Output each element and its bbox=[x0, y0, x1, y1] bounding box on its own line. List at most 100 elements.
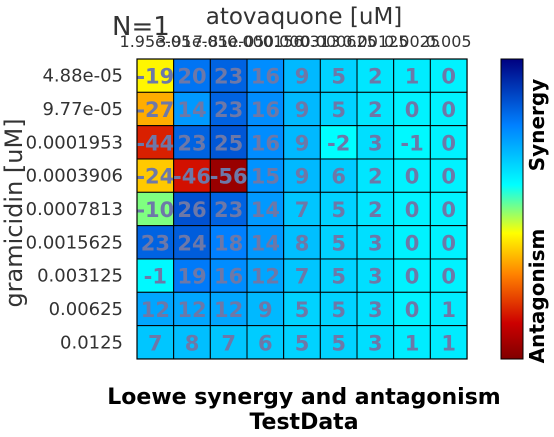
heatmap-cell bbox=[283, 291, 321, 327]
heatmap-cell-value: 24 bbox=[177, 231, 206, 255]
heatmap-cell bbox=[209, 291, 248, 327]
heatmap-cell-value: 0 bbox=[405, 231, 420, 255]
y-tick-label: 0.00625 bbox=[49, 299, 123, 320]
heatmap-cell-value: 0 bbox=[405, 298, 420, 322]
corner-label: N=1 bbox=[112, 12, 170, 42]
chart-title-line-1: Loewe synergy and antagonism bbox=[107, 385, 500, 410]
heatmap-cell bbox=[356, 125, 395, 160]
heatmap-cell-value: 5 bbox=[331, 98, 346, 122]
heatmap-cell-value: 14 bbox=[177, 98, 206, 122]
colorbar-top-label: Synergy bbox=[525, 79, 549, 171]
heatmap-cell-value: 6 bbox=[331, 165, 346, 189]
heatmap-cell bbox=[429, 225, 468, 260]
heatmap-cell bbox=[283, 125, 321, 160]
x-tick-label: 0.000625 bbox=[301, 32, 377, 51]
heatmap-cell-value: 23 bbox=[141, 231, 170, 255]
heatmap-cell-value: 0 bbox=[405, 198, 420, 222]
heatmap-cell-value: 3 bbox=[368, 331, 383, 355]
heatmap-cell-value: -24 bbox=[136, 165, 174, 189]
heatmap-cell-value: 14 bbox=[251, 198, 280, 222]
heatmap-cell-value: 8 bbox=[185, 331, 200, 355]
heatmap-cell-value: 5 bbox=[295, 298, 310, 322]
heatmap-cell-value: 23 bbox=[214, 98, 243, 122]
heatmap-cell-value: 5 bbox=[331, 331, 346, 355]
heatmap-cell bbox=[246, 191, 285, 227]
heatmap-cell-value: -19 bbox=[136, 65, 174, 89]
heatmap-cell-value: 9 bbox=[295, 131, 310, 155]
heatmap-cell bbox=[246, 158, 285, 193]
x-tick-label: 0.000313 bbox=[264, 32, 340, 51]
heatmap-cell-value: 3 bbox=[368, 131, 383, 155]
heatmap-cell-value: 16 bbox=[251, 98, 280, 122]
heatmap-cell bbox=[283, 258, 321, 293]
heatmap-cell-value: 20 bbox=[177, 65, 206, 89]
heatmap-cell-value: 2 bbox=[368, 98, 383, 122]
heatmap-cell-value: -44 bbox=[136, 131, 174, 155]
x-tick-label: 3.91e-05 bbox=[156, 32, 228, 51]
y-tick-labels: 4.88e-05 9.77e-05 0.0001953 0.0003906 0.0007… bbox=[26, 66, 123, 354]
y-tick-label: 0.003125 bbox=[37, 266, 123, 287]
heatmap-cell-value: 1 bbox=[441, 298, 456, 322]
chart-title-line-2: TestData bbox=[249, 410, 358, 435]
heatmap-cell-value: 15 bbox=[251, 165, 280, 189]
y-tick-label: 0.0125 bbox=[60, 332, 123, 353]
y-tick-label: 0.0007813 bbox=[26, 199, 123, 220]
heatmap-cell-value: 7 bbox=[295, 198, 310, 222]
y-axis-title: gramicidin [uM] bbox=[0, 118, 28, 307]
heatmap-cell-value: 0 bbox=[441, 131, 456, 155]
heatmap-cell-value: -27 bbox=[136, 98, 174, 122]
heatmap-cell-value: 23 bbox=[214, 198, 243, 222]
heatmap-cell bbox=[173, 325, 211, 360]
heatmap-cell-value: 3 bbox=[368, 265, 383, 289]
heatmap-cell bbox=[283, 191, 321, 227]
heatmap-border bbox=[136, 58, 468, 360]
heatmap-cell-value: 8 bbox=[295, 231, 310, 255]
heatmap-cell bbox=[429, 291, 468, 327]
heatmap-cell bbox=[136, 125, 175, 160]
heatmap-cell-value: 14 bbox=[251, 231, 280, 255]
heatmap-cell bbox=[429, 258, 468, 293]
heatmap-cell-value: 2 bbox=[368, 65, 383, 89]
heatmap-cell-value: 0 bbox=[441, 265, 456, 289]
heatmap-cell bbox=[393, 291, 431, 327]
heatmap-cell bbox=[173, 291, 211, 327]
heatmap-cell bbox=[246, 325, 285, 360]
x-tick-label: 0.00125 bbox=[342, 32, 408, 51]
heatmap-cell bbox=[356, 91, 395, 127]
heatmap-cell bbox=[136, 291, 175, 327]
heatmap-cell-value: 16 bbox=[251, 65, 280, 89]
heatmap-cell-value: 5 bbox=[331, 298, 346, 322]
heatmap-cell-value: 6 bbox=[258, 331, 273, 355]
heatmap-cell bbox=[319, 225, 358, 260]
heatmap-cell bbox=[393, 191, 431, 227]
heatmap-cell bbox=[393, 158, 431, 193]
heatmap-cell-value: 26 bbox=[177, 198, 206, 222]
heatmap-cell-value: 1 bbox=[405, 331, 420, 355]
heatmap-cell-value: 0 bbox=[405, 165, 420, 189]
heatmap-cell bbox=[393, 325, 431, 360]
x-tick-label: 0.005 bbox=[426, 32, 472, 51]
heatmap-cell-value: 9 bbox=[295, 165, 310, 189]
heatmap-cell bbox=[319, 291, 358, 327]
heatmap-cell-value: 9 bbox=[295, 98, 310, 122]
heatmap-cell-value: 12 bbox=[141, 298, 170, 322]
heatmap-cell-value: 19 bbox=[177, 265, 206, 289]
heatmap-cell-value: 5 bbox=[295, 331, 310, 355]
heatmap-cell-value: 3 bbox=[368, 298, 383, 322]
heatmap-cell-value: 5 bbox=[331, 198, 346, 222]
x-tick-label: 0.0025 bbox=[384, 32, 440, 51]
heatmap-cell-value: 0 bbox=[405, 98, 420, 122]
heatmap-cell-value: 23 bbox=[177, 131, 206, 155]
x-tick-labels: 1.95e-053.91e-057.81e-050.0001560.000313… bbox=[120, 32, 472, 51]
heatmap-cell bbox=[283, 158, 321, 193]
x-tick-label: 7.81e-05 bbox=[193, 32, 265, 51]
heatmap-cell bbox=[319, 258, 358, 293]
heatmap-cell bbox=[246, 258, 285, 293]
heatmap-cell-value: -10 bbox=[136, 198, 174, 222]
heatmap-cell bbox=[246, 291, 285, 327]
heatmap-cell bbox=[283, 225, 321, 260]
heatmap-cell bbox=[319, 91, 358, 127]
heatmap-cell-value: -1 bbox=[144, 265, 167, 289]
